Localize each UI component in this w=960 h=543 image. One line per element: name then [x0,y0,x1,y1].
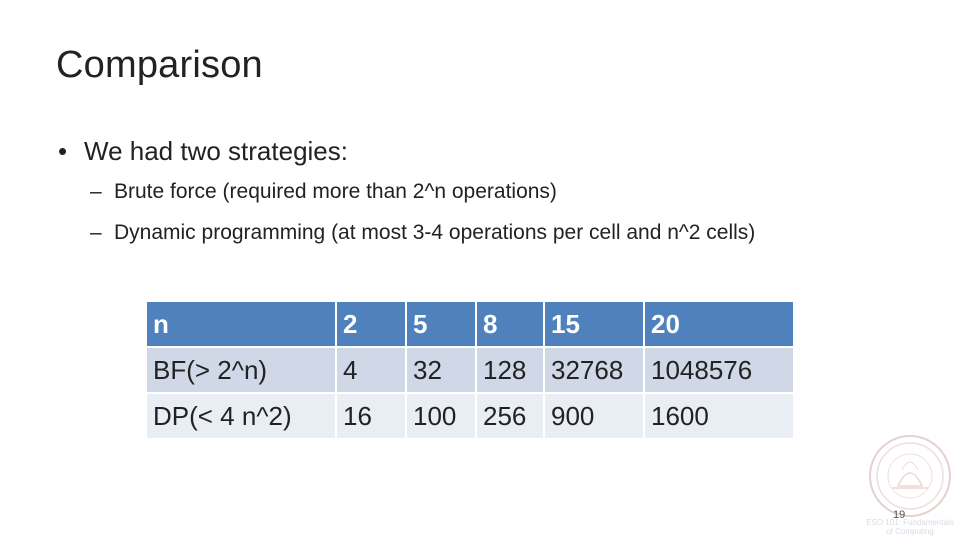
bullet-text: We had two strategies: [84,136,348,166]
table-cell: DP(< 4 n^2) [147,394,335,438]
table-cell: 128 [477,348,543,392]
bullet-symbol: • [58,136,68,166]
table-cell: 32768 [545,348,643,392]
table-header-row: n 2 5 8 15 20 [147,302,793,346]
slide-number: 19 [893,509,906,521]
table-header-cell: 2 [337,302,405,346]
table-header-cell: 20 [645,302,793,346]
table-row: DP(< 4 n^2) 16 100 256 900 1600 [147,394,793,438]
table-header-cell: 5 [407,302,475,346]
sub-bullet-text: Dynamic programming (at most 3-4 operati… [114,221,756,244]
sub-bullet-text: Brute force (required more than 2^n oper… [114,180,557,203]
comparison-table: n 2 5 8 15 20 BF(> 2^n) 4 32 128 32768 1… [145,300,795,440]
table-cell: 256 [477,394,543,438]
table-cell: 4 [337,348,405,392]
slide-title: Comparison [56,44,263,86]
sub-bullet-item: – Brute force (required more than 2^n ope… [90,180,557,204]
table-header-cell: 8 [477,302,543,346]
svg-text:ESO 101: Fundamentals: ESO 101: Fundamentals [866,518,954,527]
table-cell: 100 [407,394,475,438]
bullet-item: • We had two strategies: [58,136,348,167]
table-header-cell: n [147,302,335,346]
svg-text:of Computing: of Computing [886,527,934,536]
table-header-cell: 15 [545,302,643,346]
table-cell: 900 [545,394,643,438]
seal-icon: ESO 101: Fundamentals of Computing [866,435,954,536]
sub-bullet-symbol: – [90,180,102,203]
institute-seal-logo: ESO 101: Fundamentals of Computing [862,430,958,538]
table-cell: 32 [407,348,475,392]
table-cell: 1048576 [645,348,793,392]
sub-bullet-symbol: – [90,221,102,244]
table-cell: 1600 [645,394,793,438]
table-row: BF(> 2^n) 4 32 128 32768 1048576 [147,348,793,392]
sub-bullet-item: – Dynamic programming (at most 3-4 operat… [90,221,755,245]
table-cell: 16 [337,394,405,438]
table-cell: BF(> 2^n) [147,348,335,392]
